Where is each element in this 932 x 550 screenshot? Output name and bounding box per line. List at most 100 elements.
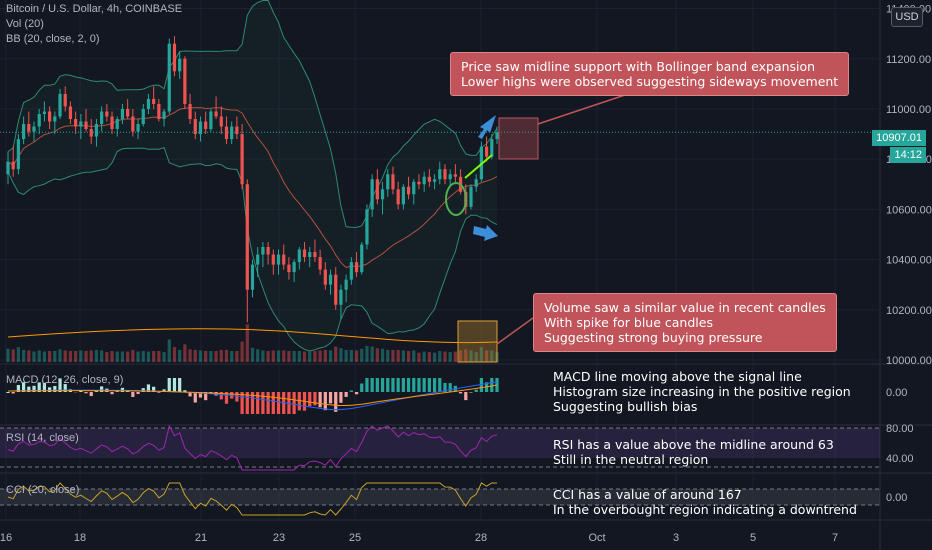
rsi-note: RSI has a value above the midline around… <box>553 437 834 467</box>
volume-bar <box>282 350 286 362</box>
candle-body <box>422 176 426 185</box>
volume-bar <box>292 351 296 362</box>
volume-bar <box>412 350 416 362</box>
candle-body <box>193 119 197 135</box>
volume-callout-line-1: Volume saw a similar value in recent can… <box>544 300 826 315</box>
volume-bar <box>136 351 140 362</box>
macd-histogram-bar <box>115 391 119 392</box>
macd-histogram-bar <box>6 392 10 393</box>
volume-bar <box>230 351 234 362</box>
volume-bar <box>469 350 473 362</box>
macd-histogram-bar <box>339 392 343 403</box>
currency-button[interactable]: USD <box>891 7 923 27</box>
macd-histogram-bar <box>328 392 333 404</box>
candle-body <box>328 274 333 285</box>
price-callout-line-1: Price saw midline support with Bollinger… <box>461 59 816 74</box>
time-tick-label: 7 <box>832 532 838 544</box>
volume-bar <box>79 350 83 362</box>
candle-body <box>53 116 57 122</box>
volume-bar <box>349 349 353 362</box>
volume-bar <box>318 350 322 362</box>
macd-note: MACD line moving above the signal line H… <box>553 369 851 414</box>
volume-bar <box>21 349 26 362</box>
macd-histogram-bar <box>422 378 426 392</box>
candle-body <box>68 106 73 120</box>
volume-bar <box>422 351 426 362</box>
macd-histogram-bar <box>334 392 338 412</box>
macd-histogram-bar <box>370 378 374 392</box>
candle-body <box>438 169 442 180</box>
macd-histogram-bar <box>136 392 140 395</box>
candle-body <box>37 113 41 127</box>
macd-histogram-bar <box>375 378 379 392</box>
candle-body <box>126 108 130 117</box>
volume-bar <box>219 349 223 362</box>
time-tick-label: 23 <box>273 532 285 544</box>
candle-body <box>266 247 270 255</box>
macd-histogram-bar <box>438 378 442 392</box>
candle-body <box>58 93 62 117</box>
candle-body <box>261 247 265 255</box>
candle-body <box>490 139 494 157</box>
volume-bar <box>146 351 151 362</box>
macd-histogram-bar <box>42 382 47 392</box>
candle-body <box>282 254 286 265</box>
candle-body <box>183 58 187 104</box>
macd-label[interactable]: MACD (12, 26, close, 9) <box>6 374 124 386</box>
macd-histogram-bar <box>292 392 296 414</box>
volume-bar <box>63 350 67 362</box>
macd-histogram-bar <box>53 386 57 392</box>
candle-body <box>89 129 93 137</box>
macd-histogram-bar <box>391 378 395 392</box>
price-callout: Price saw midline support with Bollinger… <box>450 52 850 96</box>
candle-body <box>141 108 145 125</box>
macd-histogram-bar <box>349 390 353 392</box>
time-tick-label: 16 <box>0 532 12 544</box>
volume-bar <box>235 351 239 362</box>
macd-histogram-bar <box>188 392 192 397</box>
candle-body <box>230 126 234 140</box>
cci-label[interactable]: CCI (20, close) <box>6 484 80 496</box>
candle-body <box>484 146 489 157</box>
candle-body <box>105 111 109 117</box>
volume-bar <box>386 349 390 362</box>
macd-histogram-bar <box>297 392 301 411</box>
macd-histogram-bar <box>490 378 494 392</box>
candle-body <box>16 139 21 170</box>
bollinger-basis <box>7 107 498 268</box>
symbol-title[interactable]: Bitcoin / U.S. Dollar, 4h, COINBASE <box>6 3 183 15</box>
volume-bar <box>120 351 125 362</box>
candle-body <box>412 181 416 195</box>
projection-box <box>498 117 539 160</box>
candle-body <box>365 209 369 245</box>
volume-bar <box>27 350 31 362</box>
volume-bar <box>209 351 213 362</box>
volume-bar <box>370 346 374 362</box>
rsi-label[interactable]: RSI (14, close) <box>6 432 79 444</box>
cci-band <box>0 489 880 505</box>
candle-body <box>271 254 275 265</box>
volume-bar <box>188 349 192 362</box>
macd-histogram-bar <box>443 383 447 392</box>
candle-body <box>308 252 312 258</box>
cci-note-line-2: In the overbought region indicating a do… <box>553 502 857 517</box>
volume-indicator-label[interactable]: Vol (20) <box>6 18 44 30</box>
volume-bar <box>84 351 88 362</box>
volume-bar <box>339 348 343 362</box>
candle-body <box>432 179 437 182</box>
candle-body <box>214 111 218 117</box>
down-arrow-icon <box>473 225 498 241</box>
rsi-tick-label: 40.00 <box>886 453 914 465</box>
bollinger-indicator-label[interactable]: BB (20, close, 2, 0) <box>6 33 100 45</box>
volume-bar <box>360 348 364 362</box>
volume-bar <box>479 347 484 362</box>
macd-histogram-bar <box>27 386 31 392</box>
macd-histogram-bar <box>198 392 203 398</box>
bollinger-fill <box>8 0 497 352</box>
candle-body <box>42 111 47 114</box>
volume-bar <box>490 350 494 362</box>
macd-histogram-bar <box>110 392 114 395</box>
volume-bar <box>276 350 281 362</box>
candle-body <box>334 274 338 305</box>
macd-histogram-bar <box>11 392 15 394</box>
